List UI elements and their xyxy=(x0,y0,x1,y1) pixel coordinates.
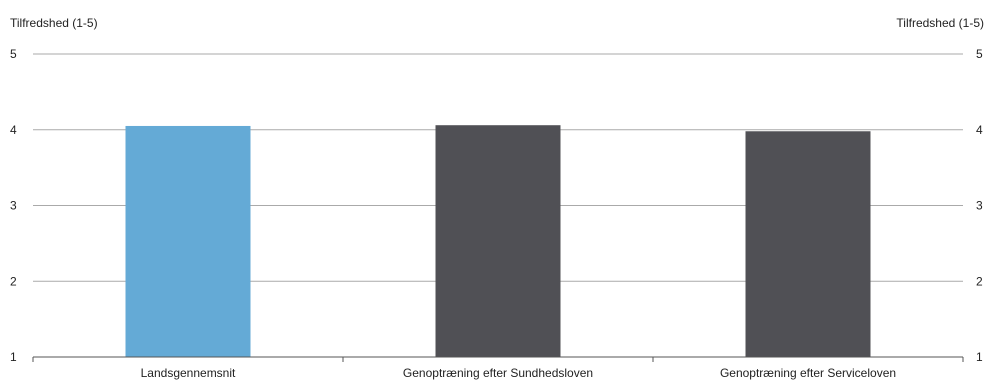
y-axis-right: 1 2 3 4 5 xyxy=(976,47,983,364)
y-tick-left-5: 5 xyxy=(10,47,17,61)
x-tick-label-2: Genoptræning efter Sundhedsloven xyxy=(403,366,593,380)
x-tick-label-3: Genoptræning efter Serviceloven xyxy=(720,366,896,380)
y-tick-right-3: 3 xyxy=(976,199,983,213)
bar-2 xyxy=(435,125,561,357)
y-axis-left: 1 2 3 4 5 xyxy=(10,47,17,364)
y-tick-left-4: 4 xyxy=(10,123,17,137)
y-tick-left-2: 2 xyxy=(10,274,17,288)
y-axis-title-left: Tilfredshed (1-5) xyxy=(10,16,98,30)
y-tick-right-5: 5 xyxy=(976,47,983,61)
y-axis-title-right: Tilfredshed (1-5) xyxy=(896,16,984,30)
y-tick-right-4: 4 xyxy=(976,123,983,137)
category-labels: Landsgennemsnit Genoptræning efter Sundhe… xyxy=(141,366,896,380)
x-tick-label-1: Landsgennemsnit xyxy=(141,366,236,380)
bar-3 xyxy=(745,131,871,357)
y-tick-left-1: 1 xyxy=(10,350,17,364)
y-tick-right-2: 2 xyxy=(976,274,983,288)
bar-1 xyxy=(125,125,251,358)
x-axis xyxy=(32,356,964,362)
bars xyxy=(125,125,871,358)
y-tick-left-3: 3 xyxy=(10,199,17,213)
y-tick-right-1: 1 xyxy=(976,350,983,364)
